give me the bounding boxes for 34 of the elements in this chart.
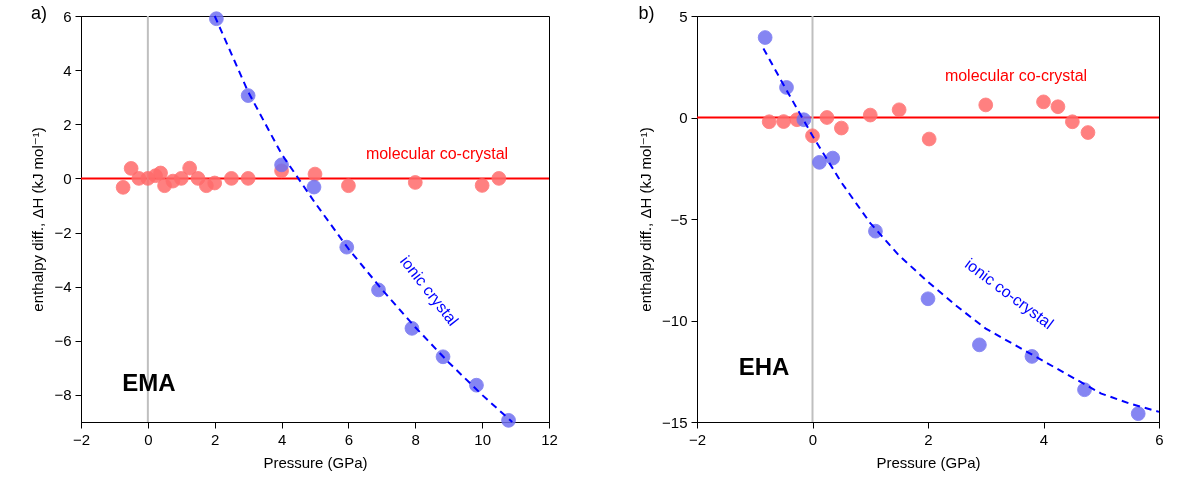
- y-axis-title: enthalpy diff., ΔH (kJ mol⁻¹): [29, 127, 47, 312]
- x-tick-label: 4: [277, 430, 287, 448]
- x-tick-label: 6: [344, 430, 354, 448]
- y-tick-label: −2: [54, 224, 72, 242]
- x-tick-label: 8: [411, 430, 420, 448]
- y-tick-label: −10: [662, 312, 688, 329]
- y-tick-label: −15: [662, 413, 688, 431]
- y-tick-label: −8: [54, 386, 72, 404]
- y-tick-label: 0: [679, 109, 688, 126]
- x-tick-label: 6: [1155, 430, 1164, 448]
- annotation: EHA: [738, 353, 790, 380]
- chart-title: b): [638, 3, 655, 23]
- x-tick-label: 0: [144, 430, 153, 448]
- y-tick-label: 0: [63, 169, 72, 187]
- y-tick-label: 5: [679, 7, 688, 25]
- series-label: molecular co-crystal: [365, 145, 509, 162]
- y-tick-label: 2: [63, 115, 72, 133]
- y-tick-label: −5: [670, 210, 688, 228]
- chart-title: a): [30, 3, 47, 23]
- y-tick-label: 4: [63, 61, 72, 79]
- y-axis-title: enthalpy diff., ΔH (kJ mol⁻¹): [637, 127, 655, 312]
- y-tick-label: −4: [54, 278, 72, 296]
- x-axis-title: Pressure (GPa): [876, 453, 981, 471]
- x-tick-label: 10: [474, 430, 491, 448]
- x-axis-title: Pressure (GPa): [263, 453, 368, 471]
- y-tick-label: −6: [54, 332, 72, 350]
- y-tick-label: 6: [63, 7, 72, 25]
- x-tick-label: 4: [1039, 430, 1049, 448]
- x-tick-label: 2: [211, 430, 220, 448]
- x-tick-label: 12: [541, 430, 558, 448]
- x-tick-label: 0: [808, 430, 818, 448]
- annotation: EMA: [122, 369, 176, 396]
- series-label: molecular co-crystal: [944, 67, 1088, 84]
- x-tick-label: 2: [924, 430, 933, 448]
